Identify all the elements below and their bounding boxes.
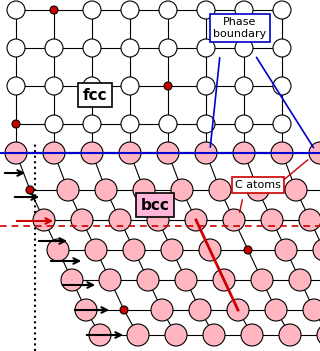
Circle shape bbox=[223, 209, 245, 231]
Circle shape bbox=[159, 1, 177, 19]
Circle shape bbox=[61, 269, 83, 291]
Circle shape bbox=[7, 1, 25, 19]
Circle shape bbox=[273, 39, 291, 57]
Circle shape bbox=[57, 179, 79, 201]
Circle shape bbox=[247, 179, 269, 201]
Circle shape bbox=[175, 269, 197, 291]
Circle shape bbox=[7, 77, 25, 95]
Circle shape bbox=[45, 115, 63, 133]
Circle shape bbox=[313, 239, 320, 261]
Circle shape bbox=[275, 239, 297, 261]
Circle shape bbox=[71, 209, 93, 231]
Circle shape bbox=[147, 209, 169, 231]
Circle shape bbox=[165, 324, 187, 346]
Text: C atoms: C atoms bbox=[235, 180, 281, 190]
Circle shape bbox=[89, 324, 111, 346]
Circle shape bbox=[164, 82, 172, 90]
Circle shape bbox=[83, 77, 101, 95]
Circle shape bbox=[197, 39, 215, 57]
Circle shape bbox=[233, 142, 255, 164]
Circle shape bbox=[95, 179, 117, 201]
Circle shape bbox=[285, 179, 307, 201]
Circle shape bbox=[303, 299, 320, 321]
Circle shape bbox=[289, 269, 311, 291]
Circle shape bbox=[197, 115, 215, 133]
Circle shape bbox=[121, 143, 139, 161]
Circle shape bbox=[43, 142, 65, 164]
Circle shape bbox=[151, 299, 173, 321]
Circle shape bbox=[251, 269, 273, 291]
Circle shape bbox=[133, 179, 155, 201]
Circle shape bbox=[50, 6, 58, 14]
Circle shape bbox=[265, 299, 287, 321]
Circle shape bbox=[99, 269, 121, 291]
Text: fcc: fcc bbox=[83, 87, 107, 102]
Circle shape bbox=[47, 239, 69, 261]
Circle shape bbox=[45, 39, 63, 57]
Circle shape bbox=[121, 77, 139, 95]
Circle shape bbox=[45, 77, 63, 95]
Circle shape bbox=[203, 324, 225, 346]
Circle shape bbox=[121, 39, 139, 57]
Text: bcc: bcc bbox=[140, 198, 169, 212]
Circle shape bbox=[159, 143, 177, 161]
Circle shape bbox=[171, 179, 193, 201]
Circle shape bbox=[83, 1, 101, 19]
Circle shape bbox=[235, 1, 253, 19]
Circle shape bbox=[185, 209, 207, 231]
Circle shape bbox=[209, 179, 231, 201]
Circle shape bbox=[121, 1, 139, 19]
Circle shape bbox=[235, 115, 253, 133]
Circle shape bbox=[271, 142, 293, 164]
Circle shape bbox=[157, 142, 179, 164]
Circle shape bbox=[85, 239, 107, 261]
Circle shape bbox=[81, 142, 103, 164]
Circle shape bbox=[5, 142, 27, 164]
Circle shape bbox=[195, 142, 217, 164]
Circle shape bbox=[7, 39, 25, 57]
Circle shape bbox=[189, 299, 211, 321]
Circle shape bbox=[213, 269, 235, 291]
Circle shape bbox=[299, 209, 320, 231]
Circle shape bbox=[127, 324, 149, 346]
Text: Phase
boundary: Phase boundary bbox=[213, 17, 267, 39]
Circle shape bbox=[12, 120, 20, 128]
Circle shape bbox=[309, 142, 320, 164]
Circle shape bbox=[241, 324, 263, 346]
Circle shape bbox=[161, 239, 183, 261]
Circle shape bbox=[109, 209, 131, 231]
Circle shape bbox=[235, 39, 253, 57]
Circle shape bbox=[83, 39, 101, 57]
Circle shape bbox=[273, 1, 291, 19]
Circle shape bbox=[33, 209, 55, 231]
Circle shape bbox=[121, 115, 139, 133]
Circle shape bbox=[317, 324, 320, 346]
Circle shape bbox=[45, 143, 63, 161]
Circle shape bbox=[75, 299, 97, 321]
Circle shape bbox=[199, 239, 221, 261]
Circle shape bbox=[137, 269, 159, 291]
Circle shape bbox=[273, 143, 291, 161]
Circle shape bbox=[227, 299, 249, 321]
Circle shape bbox=[235, 143, 253, 161]
Circle shape bbox=[197, 77, 215, 95]
Circle shape bbox=[83, 143, 101, 161]
Circle shape bbox=[197, 143, 215, 161]
Circle shape bbox=[120, 306, 128, 314]
Circle shape bbox=[7, 143, 25, 161]
Circle shape bbox=[26, 186, 34, 194]
Circle shape bbox=[119, 142, 141, 164]
Circle shape bbox=[261, 209, 283, 231]
Circle shape bbox=[244, 246, 252, 254]
Circle shape bbox=[273, 77, 291, 95]
Circle shape bbox=[273, 115, 291, 133]
Circle shape bbox=[159, 39, 177, 57]
Circle shape bbox=[159, 115, 177, 133]
Circle shape bbox=[279, 324, 301, 346]
Circle shape bbox=[123, 239, 145, 261]
Circle shape bbox=[83, 115, 101, 133]
Circle shape bbox=[235, 77, 253, 95]
Circle shape bbox=[197, 1, 215, 19]
